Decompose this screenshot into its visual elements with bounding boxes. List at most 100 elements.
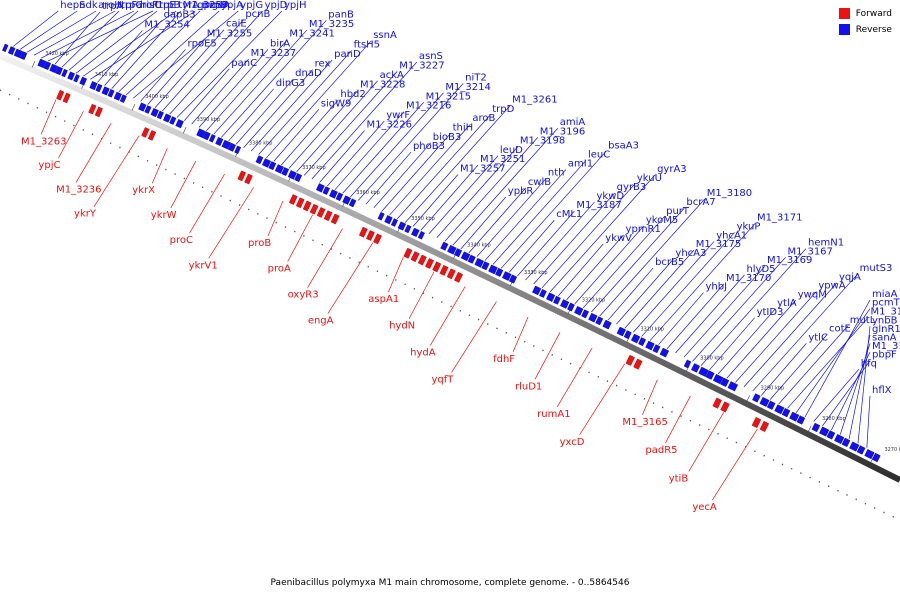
forward-gene-block: [625, 354, 635, 366]
reverse-leader-line: [191, 58, 249, 125]
forward-gene-block: [94, 106, 103, 118]
reverse-leader-line: [857, 326, 871, 444]
forward-gene-label: aspA1: [368, 294, 399, 305]
reverse-leader-line: [761, 343, 807, 396]
reverse-gene-label: aroF: [136, 0, 158, 11]
forward-gene-block: [302, 200, 312, 212]
axis-tick-label: 3340 kbp: [467, 243, 491, 249]
reverse-gene-label: trpE: [155, 0, 176, 11]
forward-gene-block: [425, 258, 434, 269]
forward-gene-block: [295, 197, 305, 209]
reverse-gene-label: ndk: [79, 0, 98, 11]
legend: Forward Reverse: [838, 8, 892, 40]
forward-gene-label: rluD1: [515, 381, 542, 392]
reverse-gene-label: dinG3: [276, 78, 306, 89]
reverse-gene-block: [447, 244, 457, 255]
reverse-leader-line: [632, 241, 715, 333]
forward-leader-line: [579, 363, 625, 435]
reverse-gene-label: M1_3227: [399, 60, 444, 71]
forward-gene-label: ykrY: [74, 209, 97, 220]
reverse-gene-label: ypjD: [265, 0, 288, 11]
reverse-gene-label: trpD: [492, 104, 514, 115]
reverse-gene-label: ykwD: [597, 191, 625, 202]
reverse-gene-label: M1_3147: [872, 341, 900, 352]
legend-reverse-label: Reverse: [855, 24, 892, 35]
reverse-gene-block: [602, 319, 612, 330]
reverse-gene-block: [397, 221, 407, 231]
forward-gene-label: oxyR3: [288, 290, 319, 301]
forward-gene-label: yecA: [692, 502, 717, 513]
reverse-gene-block: [261, 158, 272, 168]
reverse-gene-block: [539, 289, 547, 298]
reverse-gene-label: aroH: [98, 0, 122, 11]
reverse-gene-block: [488, 264, 498, 275]
reverse-leader-line: [54, 11, 101, 65]
reverse-gene-label: hbd2: [340, 89, 365, 100]
reverse-gene-block: [698, 366, 709, 377]
reverse-gene-block: [107, 89, 115, 98]
reverse-gene-label: hfq: [861, 358, 877, 369]
axis-tick-label: 3320 kbp: [582, 298, 606, 304]
reverse-leader-line: [26, 10, 97, 53]
reverse-gene-block: [789, 411, 800, 422]
forward-leader-line: [512, 316, 529, 352]
reverse-leader-line: [213, 29, 308, 135]
reverse-gene-block: [595, 316, 604, 326]
forward-gene-block: [288, 194, 298, 205]
reverse-gene-block: [495, 267, 504, 277]
reverse-leader-line: [235, 78, 294, 145]
reverse-gene-block: [871, 452, 881, 463]
reverse-gene-block: [453, 248, 463, 258]
reverse-gene-block: [553, 295, 561, 305]
reverse-gene-label: ytID3: [757, 307, 784, 318]
forward-gene-block: [244, 173, 253, 185]
reverse-gene-block: [532, 285, 542, 296]
reverse-gene-label: ypjH: [284, 0, 307, 11]
forward-gene-label: ykrV1: [189, 260, 218, 271]
reverse-gene-label: rpoE5: [188, 38, 217, 49]
reverse-gene-block: [623, 330, 632, 340]
reverse-gene-label: M1_3187: [576, 200, 621, 211]
reverse-gene-label: M1_3226: [367, 120, 412, 131]
forward-gene-block: [88, 103, 97, 115]
reverse-gene-block: [113, 91, 122, 101]
reverse-leader-line: [428, 155, 499, 235]
forward-leader-line: [429, 286, 466, 346]
axis-tick: [746, 395, 751, 402]
reverse-gene-label: pcnB: [245, 9, 270, 20]
forward-gene-label: proA: [268, 264, 291, 275]
reverse-gene-block: [294, 173, 303, 183]
reverse-leader-line: [228, 88, 274, 142]
forward-gene-block: [410, 251, 420, 263]
reverse-gene-label: thiH: [453, 123, 474, 134]
reverse-gene-block: [274, 164, 284, 174]
reverse-gene-block: [234, 145, 242, 155]
reverse-leader-line: [184, 68, 230, 122]
reverse-leader-line: [658, 292, 704, 345]
reverse-gene-block: [43, 61, 52, 71]
forward-leader-line: [189, 173, 225, 234]
reverse-leader-line: [198, 49, 269, 128]
axis-tick-label: 3330 kbp: [524, 270, 548, 276]
reverse-leader-line: [40, 10, 135, 59]
reverse-gene-label: ykwV: [605, 233, 632, 244]
reverse-leader-line: [517, 210, 575, 277]
reverse-gene-block: [567, 302, 575, 312]
forward-leader-line: [307, 228, 343, 288]
reverse-gene-label: rex: [315, 59, 331, 70]
reverse-gene-block: [796, 415, 806, 425]
forward-gene-block: [62, 92, 71, 104]
reverse-gene-block: [404, 224, 412, 234]
reverse-gene-block: [315, 183, 325, 193]
reverse-gene-label: ykuU: [637, 173, 662, 184]
reverse-leader-line: [125, 10, 220, 96]
reverse-strand-features: [2, 43, 881, 463]
reverse-gene-block: [150, 107, 159, 118]
reverse-gene-label: hemN1: [808, 238, 844, 249]
reverse-gene-block: [645, 340, 655, 351]
reverse-gene-block: [766, 400, 776, 410]
reverse-leader-line: [176, 10, 283, 118]
reverse-gene-label: niT2: [465, 73, 487, 84]
forward-gene-block: [237, 170, 247, 182]
